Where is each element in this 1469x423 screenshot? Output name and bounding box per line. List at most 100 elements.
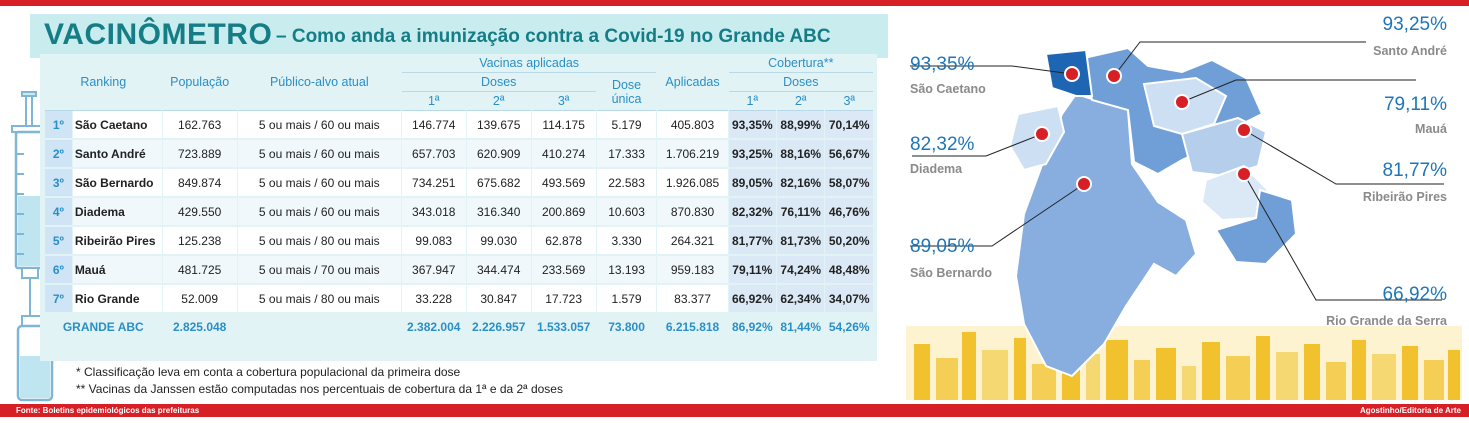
header-dose-unica-line2: única bbox=[611, 91, 642, 106]
map-name-ribeirao-pires: Ribeirão Pires bbox=[1362, 190, 1447, 204]
rank: 6º bbox=[45, 256, 72, 285]
coverage-3: 56,67% bbox=[825, 140, 873, 169]
dose-3: 114.175 bbox=[531, 111, 596, 140]
dose-3: 62.878 bbox=[531, 227, 596, 256]
total-target-public-empty bbox=[237, 314, 401, 341]
leader-lines bbox=[910, 41, 1444, 301]
dose-2: 316.340 bbox=[466, 198, 531, 227]
city-name: Santo André bbox=[72, 140, 162, 169]
applied: 1.706.219 bbox=[657, 140, 728, 169]
population: 429.550 bbox=[162, 198, 237, 227]
marker-sao-bernardo bbox=[1076, 176, 1092, 192]
total-dose-2: 2.226.957 bbox=[466, 314, 531, 341]
map-name-sao-caetano: São Caetano bbox=[910, 82, 986, 96]
syringe-icon bbox=[11, 91, 54, 402]
coverage-3: 46,76% bbox=[825, 198, 873, 227]
dose-2: 344.474 bbox=[466, 256, 531, 285]
abc-region-map bbox=[906, 41, 1462, 400]
rank: 1º bbox=[45, 111, 72, 140]
rank: 2º bbox=[45, 140, 72, 169]
page-title: VACINÔMETRO bbox=[44, 18, 273, 51]
dose-3: 410.274 bbox=[531, 140, 596, 169]
city-name: Rio Grande bbox=[72, 285, 162, 314]
dose-1: 657.703 bbox=[401, 140, 466, 169]
header-doses: Doses bbox=[401, 73, 596, 92]
top-rule bbox=[0, 0, 1469, 6]
single-dose: 1.579 bbox=[596, 285, 657, 314]
header-vacinas-aplicadas: Vacinas aplicadas bbox=[401, 54, 657, 73]
target-public: 5 ou mais / 70 ou mais bbox=[237, 256, 401, 285]
target-public: 5 ou mais / 80 ou mais bbox=[237, 227, 401, 256]
coverage-2: 88,16% bbox=[777, 140, 825, 169]
header-cob-2: 2ª bbox=[777, 92, 825, 111]
applied: 870.830 bbox=[657, 198, 728, 227]
coverage-1: 89,05% bbox=[728, 169, 777, 198]
dose-2: 620.909 bbox=[466, 140, 531, 169]
footer-credit: Agostinho/Editoria de Arte bbox=[1359, 406, 1461, 415]
table-row: 2º Santo André 723.889 5 ou mais / 60 ou… bbox=[45, 140, 873, 169]
target-public: 5 ou mais / 60 ou mais bbox=[237, 198, 401, 227]
table-row: 4º Diadema 429.550 5 ou mais / 60 ou mai… bbox=[45, 198, 873, 227]
coverage-1: 93,25% bbox=[728, 140, 777, 169]
target-public: 5 ou mais / 60 ou mais bbox=[237, 140, 401, 169]
coverage-3: 70,14% bbox=[825, 111, 873, 140]
region-santo-andre-east bbox=[1214, 188, 1298, 266]
region-sao-bernardo bbox=[1014, 92, 1198, 378]
total-label: GRANDE ABC bbox=[45, 314, 162, 341]
map-pct-ribeirao-pires: 81,77% bbox=[1382, 160, 1447, 181]
coverage-2: 74,24% bbox=[777, 256, 825, 285]
title-band: VACINÔMETRO – Como anda a imunização con… bbox=[30, 14, 888, 58]
dose-1: 367.947 bbox=[401, 256, 466, 285]
map-pct-sao-bernardo: 89,05% bbox=[910, 236, 975, 257]
dose-1: 146.774 bbox=[401, 111, 466, 140]
header-cobertura: Cobertura** bbox=[728, 54, 873, 73]
map-name-sao-bernardo: São Bernardo bbox=[910, 266, 992, 280]
applied: 83.377 bbox=[657, 285, 728, 314]
marker-ribeirao-pires bbox=[1236, 122, 1252, 138]
dose-2: 675.682 bbox=[466, 169, 531, 198]
footnote-2: ** Vacinas da Janssen estão computadas n… bbox=[76, 382, 563, 396]
coverage-1: 81,77% bbox=[728, 227, 777, 256]
population: 125.238 bbox=[162, 227, 237, 256]
table-row: 3º São Bernardo 849.874 5 ou mais / 60 o… bbox=[45, 169, 873, 198]
applied: 1.926.085 bbox=[657, 169, 728, 198]
single-dose: 10.603 bbox=[596, 198, 657, 227]
coverage-2: 62,34% bbox=[777, 285, 825, 314]
marker-maua bbox=[1174, 94, 1190, 110]
dose-3: 233.569 bbox=[531, 256, 596, 285]
dose-2: 99.030 bbox=[466, 227, 531, 256]
marker-diadema bbox=[1034, 126, 1050, 142]
dose-3: 17.723 bbox=[531, 285, 596, 314]
header-aplicadas: Aplicadas bbox=[657, 54, 728, 111]
coverage-2: 88,99% bbox=[777, 111, 825, 140]
total-applied: 6.215.818 bbox=[657, 314, 728, 341]
header-ranking: Ranking bbox=[45, 54, 162, 111]
header-dose-2: 2ª bbox=[466, 92, 531, 111]
total-single-dose: 73.800 bbox=[596, 314, 657, 341]
page-subtitle: – Como anda a imunização contra a Covid-… bbox=[276, 26, 831, 47]
coverage-2: 81,73% bbox=[777, 227, 825, 256]
single-dose: 5.179 bbox=[596, 111, 657, 140]
dose-1: 99.083 bbox=[401, 227, 466, 256]
header-cob-1: 1ª bbox=[728, 92, 777, 111]
single-dose: 13.193 bbox=[596, 256, 657, 285]
city-name: Mauá bbox=[72, 256, 162, 285]
map-pct-maua: 79,11% bbox=[1383, 94, 1447, 115]
header-dose-unica: Dose única bbox=[596, 73, 657, 111]
target-public: 5 ou mais / 60 ou mais bbox=[237, 111, 401, 140]
coverage-1: 66,92% bbox=[728, 285, 777, 314]
coverage-1: 82,32% bbox=[728, 198, 777, 227]
table-row: 5º Ribeirão Pires 125.238 5 ou mais / 80… bbox=[45, 227, 873, 256]
city-name: São Caetano bbox=[72, 111, 162, 140]
table-row: 6º Mauá 481.725 5 ou mais / 70 ou mais 3… bbox=[45, 256, 873, 285]
footer-source: Fonte: Boletins epidemiológicos das pref… bbox=[16, 406, 200, 415]
table-row: 1º São Caetano 162.763 5 ou mais / 60 ou… bbox=[45, 111, 873, 140]
total-coverage-3: 54,26% bbox=[825, 314, 873, 341]
table-row: 7º Rio Grande 52.009 5 ou mais / 80 ou m… bbox=[45, 285, 873, 314]
marker-sao-caetano bbox=[1064, 66, 1080, 82]
total-coverage-2: 81,44% bbox=[777, 314, 825, 341]
population: 481.725 bbox=[162, 256, 237, 285]
total-coverage-1: 86,92% bbox=[728, 314, 777, 341]
rank: 7º bbox=[45, 285, 72, 314]
coverage-3: 48,48% bbox=[825, 256, 873, 285]
